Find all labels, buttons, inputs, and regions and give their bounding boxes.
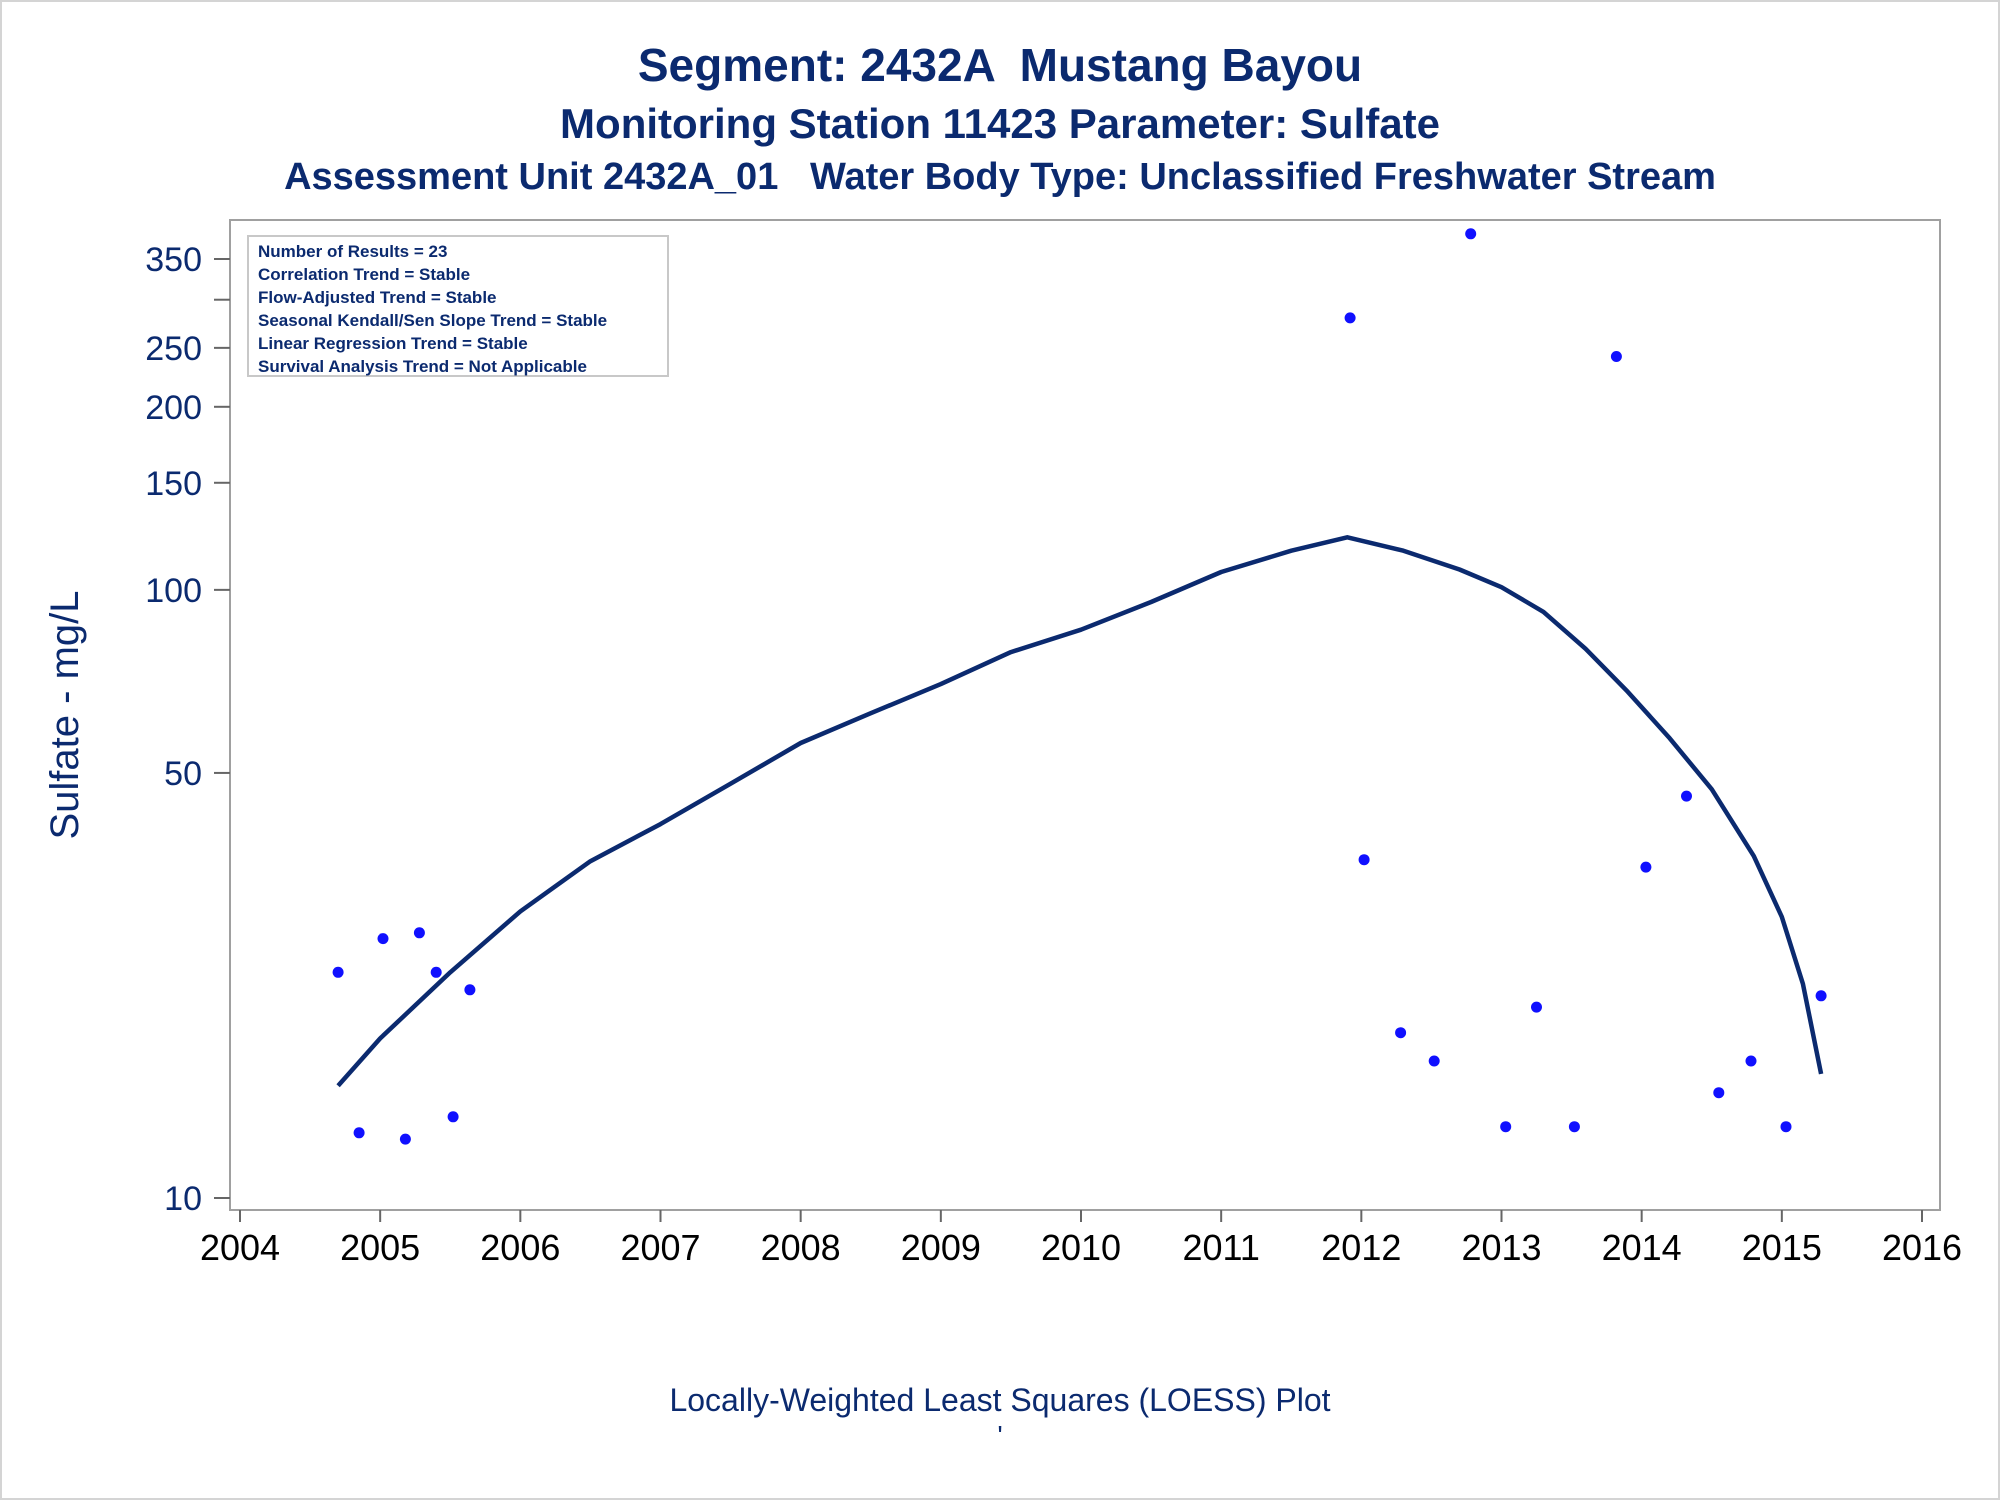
- x-tick-label: 2016: [1882, 1227, 1962, 1268]
- chart-subtitle-station: Monitoring Station 11423 Parameter: Sulf…: [560, 100, 1440, 147]
- stats-line: Survival Analysis Trend = Not Applicable: [258, 357, 587, 376]
- x-tick-label: 2011: [1182, 1227, 1259, 1268]
- data-point: [1610, 351, 1622, 362]
- data-point: [1358, 854, 1370, 866]
- data-point: [447, 1111, 459, 1123]
- chart-footnote: Locally-Weighted Least Squares (LOESS) P…: [669, 1382, 1331, 1418]
- y-tick-label: 10: [164, 1180, 202, 1218]
- stats-line: Correlation Trend = Stable: [258, 265, 470, 284]
- data-point: [1344, 312, 1356, 324]
- y-tick-label: 200: [145, 389, 202, 427]
- data-point: [399, 1133, 411, 1145]
- data-point: [1500, 1121, 1512, 1133]
- y-tick-label: 350: [145, 241, 202, 279]
- data-point: [1395, 1027, 1407, 1039]
- y-axis-label: Sulfate - mg/L: [43, 590, 87, 839]
- x-tick-label: 2014: [1602, 1227, 1682, 1268]
- data-point: [1568, 1121, 1580, 1133]
- data-point: [430, 966, 442, 978]
- y-tick-label: 50: [164, 755, 202, 793]
- data-point: [377, 933, 389, 945]
- data-point: [1713, 1087, 1725, 1099]
- data-point: [1640, 861, 1652, 873]
- x-tick-label: 2015: [1742, 1227, 1822, 1268]
- x-tick-label: 2013: [1461, 1227, 1541, 1268]
- stats-line: Seasonal Kendall/Sen Slope Trend = Stabl…: [258, 311, 607, 330]
- x-tick-label: 2010: [1041, 1227, 1121, 1268]
- x-tick-label: 2007: [620, 1227, 700, 1268]
- y-tick-label: 250: [145, 330, 202, 368]
- loess-line: [336, 535, 1824, 1088]
- data-point: [1681, 790, 1692, 802]
- data-point: [332, 966, 344, 978]
- x-tick-label: 2009: [901, 1227, 981, 1268]
- data-point: [1428, 1055, 1440, 1067]
- data-point: [1815, 990, 1827, 1002]
- data-point: [1465, 228, 1477, 240]
- data-point: [1745, 1055, 1757, 1067]
- x-tick-label: 2005: [340, 1227, 420, 1268]
- footnote-mark: ': [997, 1420, 1003, 1451]
- data-point: [353, 1127, 365, 1139]
- chart-title: Segment: 2432A Mustang Bayou: [637, 39, 1363, 91]
- chart-subtitle-assessment: Assessment Unit 2432A_01 Water Body Type…: [284, 156, 1716, 198]
- stats-box: [247, 235, 669, 377]
- x-tick-label: 2012: [1321, 1227, 1401, 1268]
- stats-line: Linear Regression Trend = Stable: [258, 334, 528, 353]
- stats-line: Number of Results = 23: [258, 242, 447, 261]
- data-point: [464, 984, 476, 996]
- x-tick-label: 2006: [480, 1227, 560, 1268]
- x-tick-label: 2008: [761, 1227, 841, 1268]
- data-point: [1531, 1001, 1542, 1013]
- y-tick-label: 100: [145, 572, 202, 610]
- x-tick-label: 2004: [200, 1227, 280, 1268]
- plot-area: [229, 219, 1941, 1211]
- data-point: [413, 927, 425, 939]
- stats-line: Flow-Adjusted Trend = Stable: [258, 288, 497, 307]
- y-tick-label: 150: [145, 465, 202, 503]
- data-point: [1780, 1121, 1792, 1133]
